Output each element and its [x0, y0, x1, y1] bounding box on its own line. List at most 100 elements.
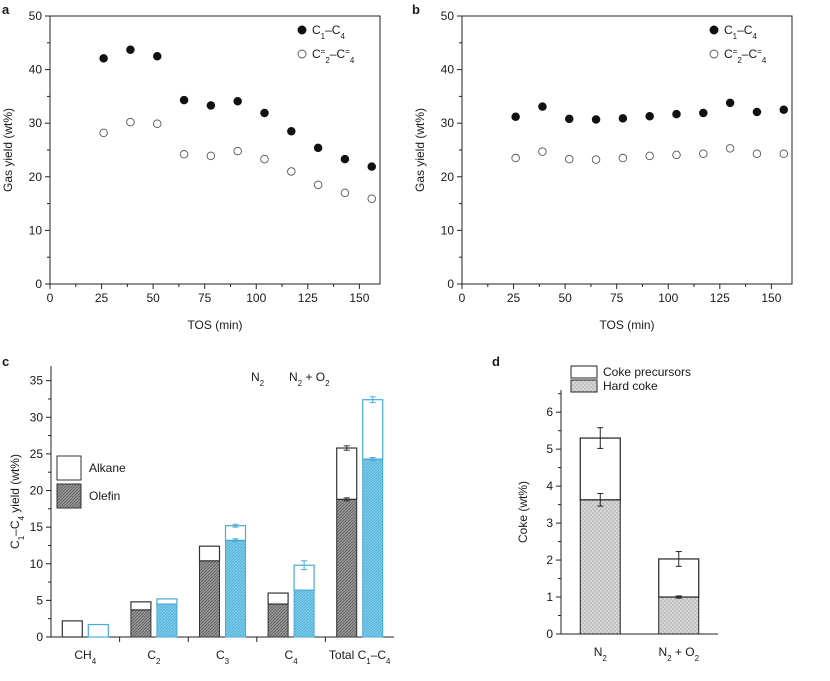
y-tick-label: 10	[441, 223, 455, 237]
y-tick-label: 20	[30, 484, 44, 498]
bar-olefin	[293, 589, 315, 638]
x-tick-label: 25	[95, 291, 109, 305]
point-open	[725, 144, 735, 153]
category-label: CH4	[74, 648, 96, 666]
legend-label: C=2–C=4	[724, 47, 767, 65]
point-open	[591, 155, 601, 164]
x-tick-label: 75	[198, 291, 212, 305]
bar-olefin	[199, 560, 220, 638]
category-label: N2	[594, 645, 608, 663]
point-filled	[99, 54, 108, 63]
point-filled	[340, 154, 350, 164]
y-tick-label: 40	[29, 63, 43, 77]
point-filled	[233, 96, 242, 106]
y-tick-label: 10	[29, 223, 43, 237]
legend-swatch	[56, 483, 82, 509]
y-tick-label: 40	[441, 63, 455, 77]
y-tick-label: 30	[30, 410, 44, 424]
point-filled	[618, 114, 628, 123]
point-open	[779, 149, 789, 159]
y-tick-label: 0	[36, 630, 43, 644]
bar-alkane	[156, 598, 178, 605]
legend-label: Olefin	[89, 489, 120, 503]
y-tick-label: 25	[30, 447, 44, 461]
point-open	[260, 154, 269, 164]
legend-label: Alkane	[89, 461, 126, 475]
x-tick-label: 150	[349, 291, 369, 305]
y-tick-label: 50	[29, 9, 43, 23]
point-filled	[287, 126, 296, 136]
y-tick-label: 1	[546, 590, 553, 604]
y-axis-label: Gas yield (wt%)	[1, 108, 15, 192]
point-open	[672, 150, 681, 160]
y-tick-label: 3	[546, 516, 553, 530]
x-tick-label: 0	[459, 291, 466, 305]
point-open	[287, 167, 296, 176]
legend-label: C1–C4	[724, 23, 757, 41]
point-open	[699, 149, 708, 159]
point-filled	[672, 109, 681, 119]
bar-olefin	[225, 539, 246, 638]
y-tick-label: 50	[441, 9, 455, 23]
bar-alkane	[61, 620, 83, 638]
legend-marker	[297, 25, 307, 35]
point-open	[233, 146, 242, 156]
legend-swatch	[570, 365, 598, 379]
x-tick-label: 25	[507, 291, 521, 305]
point-filled	[313, 143, 323, 153]
y-tick-label: 10	[30, 557, 44, 571]
point-open	[99, 128, 108, 138]
bar-alkane	[362, 399, 384, 460]
y-tick-label: 30	[29, 116, 43, 130]
point-filled	[725, 98, 735, 108]
legend-marker	[709, 25, 719, 35]
bar-olefin	[267, 603, 289, 638]
x-tick-label: 125	[298, 291, 318, 305]
bar-alkane	[336, 447, 358, 500]
y-tick-label: 35	[30, 374, 44, 388]
point-filled	[152, 51, 162, 61]
bar-alkane	[130, 601, 152, 611]
panel-a-chart: 0 25 50 75 100 125 150 0 10 20 30 40 50 TOS (min) Gas …	[1, 9, 381, 332]
y-tick-label: 0	[447, 277, 454, 291]
point-open	[313, 180, 323, 190]
point-open	[752, 149, 762, 159]
point-filled	[206, 101, 216, 110]
x-tick-label: 100	[246, 291, 266, 305]
y-tick-label: 30	[441, 116, 455, 130]
x-tick-label: 50	[146, 291, 160, 305]
point-open	[152, 119, 162, 128]
point-open	[206, 151, 216, 161]
point-filled	[179, 95, 189, 105]
bar-alkane	[87, 623, 109, 638]
bar-olefin	[130, 609, 152, 638]
legend-swatch	[56, 455, 82, 481]
point-filled	[565, 114, 574, 124]
y-tick-label: 5	[546, 442, 553, 456]
x-tick-label: 125	[710, 291, 730, 305]
point-filled	[752, 107, 762, 117]
legend-label: C1–C4	[312, 23, 345, 41]
legend-label: C=2–C=4	[312, 47, 355, 65]
point-filled	[591, 115, 601, 124]
point-filled	[511, 112, 520, 122]
condition-label-n2-o2: N2 + O2	[289, 370, 330, 388]
bar-olefin	[156, 603, 178, 638]
category-label: C4	[285, 648, 299, 666]
x-tick-label: 100	[658, 291, 678, 305]
point-open	[618, 153, 628, 163]
point-filled	[779, 105, 789, 115]
point-open	[126, 117, 135, 127]
category-label: N2 + O2	[658, 645, 699, 663]
point-open	[538, 147, 547, 156]
category-label: C2	[147, 648, 161, 666]
point-filled	[260, 108, 269, 118]
panel-b-chart: 0 25 50 75 100 125 150 0 10 20 30 40 50 TOS (min) Gas …	[413, 9, 793, 332]
panel-letter-a: a	[2, 2, 10, 17]
x-tick-label: 150	[761, 291, 781, 305]
point-open	[645, 151, 654, 161]
y-tick-label: 5	[36, 593, 43, 607]
x-axis-label: TOS (min)	[187, 318, 242, 332]
y-axis-label: Gas yield (wt%)	[413, 108, 427, 192]
